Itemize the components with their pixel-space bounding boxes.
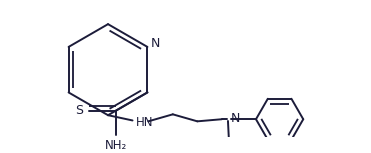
Text: N: N	[231, 112, 240, 125]
Text: N: N	[150, 37, 160, 50]
Text: HN: HN	[136, 116, 154, 129]
Text: S: S	[75, 104, 83, 117]
Text: NH₂: NH₂	[105, 139, 127, 152]
